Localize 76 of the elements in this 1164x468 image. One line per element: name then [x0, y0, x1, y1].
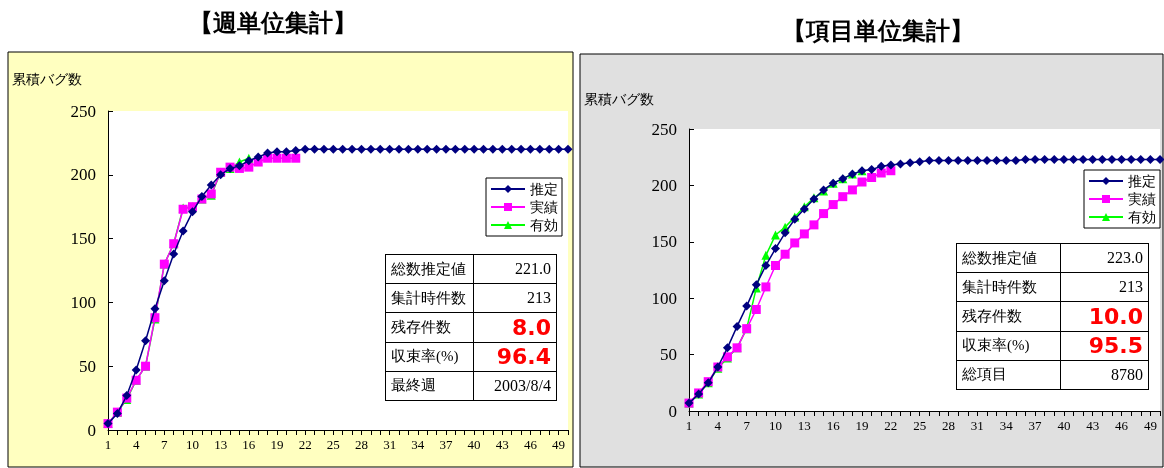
annotation: 集計時件数 [385, 283, 474, 313]
x-tick-label: 37 [1028, 418, 1043, 433]
y-tick-label: 250 [651, 119, 677, 139]
y-tick-label: 50 [79, 356, 96, 376]
annotation: 8780 [1060, 360, 1149, 390]
x-tick-label: 19 [270, 437, 284, 452]
x-tick-label: 28 [354, 437, 368, 452]
annotation: 残存件数 [385, 312, 474, 343]
y-tick-label: 100 [651, 288, 677, 308]
y-tick-label: 50 [660, 345, 677, 365]
x-tick-label: 13 [214, 437, 228, 452]
annotation: 223.0 [1060, 243, 1149, 273]
y-tick-label: 200 [70, 165, 96, 185]
x-tick-label: 37 [439, 437, 453, 452]
x-tick-label: 28 [942, 418, 956, 433]
x-tick-label: 22 [884, 418, 898, 433]
x-tick-label: 34 [411, 437, 425, 452]
annotation: 221.0 [473, 254, 557, 284]
x-tick-label: 25 [913, 418, 927, 433]
x-tick-label: 1 [104, 437, 112, 452]
legend-label: 推定 [1128, 173, 1156, 189]
annotation: 10.0 [1060, 301, 1149, 332]
x-tick-label: 4 [714, 418, 722, 433]
annotation: 213 [473, 283, 557, 313]
annotation: 2003/8/4 [473, 371, 557, 401]
chart-title: 【項目単位集計】 [782, 17, 974, 45]
annotation: 集計時件数 [956, 272, 1061, 302]
y-tick-label: 0 [668, 401, 677, 421]
y-tick-label: 200 [651, 175, 677, 195]
legend-label: 推定 [530, 181, 558, 197]
legend-label: 有効 [530, 217, 558, 233]
y-axis-title: 累積バグ数 [584, 91, 654, 107]
x-tick-label: 13 [797, 418, 811, 433]
legend-label: 実績 [530, 199, 558, 215]
x-tick-label: 43 [495, 437, 509, 452]
x-tick-label: 40 [1057, 418, 1071, 433]
x-tick-label: 46 [1115, 418, 1129, 433]
x-tick-label: 40 [467, 437, 481, 452]
annotation: 残存件数 [956, 301, 1061, 332]
x-tick-label: 7 [161, 437, 169, 452]
annotation: 収束率(%) [956, 331, 1061, 361]
x-tick-label: 31 [383, 437, 397, 452]
annotation: 総項目 [956, 360, 1061, 390]
annotation: 8.0 [473, 312, 557, 343]
y-tick-label: 150 [651, 232, 677, 252]
x-tick-label: 49 [1143, 418, 1157, 433]
x-tick-label: 22 [298, 437, 312, 452]
x-tick-label: 4 [132, 437, 140, 452]
x-tick-label: 31 [970, 418, 984, 433]
x-tick-label: 1 [685, 418, 693, 433]
x-tick-label: 16 [242, 437, 256, 452]
legend-label: 実績 [1128, 191, 1156, 207]
x-tick-label: 16 [826, 418, 841, 433]
y-tick-label: 0 [87, 420, 96, 440]
x-tick-label: 46 [523, 437, 538, 452]
annotation: 総数推定値 [385, 254, 474, 284]
annotation: 213 [1060, 272, 1149, 302]
y-tick-label: 100 [70, 292, 96, 312]
x-tick-label: 10 [769, 418, 783, 433]
annotation: 96.4 [473, 342, 557, 372]
legend-label: 有効 [1128, 209, 1156, 225]
annotation: 収束率(%) [385, 342, 474, 372]
y-axis-title: 累積バグ数 [12, 71, 82, 87]
x-tick-label: 49 [552, 437, 566, 452]
annotation: 最終週 [385, 371, 474, 401]
x-tick-label: 10 [185, 437, 199, 452]
x-tick-label: 34 [999, 418, 1014, 433]
chart-title: 【週単位集計】 [189, 9, 357, 37]
x-tick-label: 19 [855, 418, 869, 433]
annotation: 95.5 [1060, 331, 1149, 361]
x-tick-label: 25 [326, 437, 340, 452]
annotation: 総数推定値 [956, 243, 1061, 273]
x-tick-label: 7 [743, 418, 751, 433]
y-tick-label: 150 [70, 229, 96, 249]
x-tick-label: 43 [1086, 418, 1100, 433]
y-tick-label: 250 [70, 101, 96, 121]
